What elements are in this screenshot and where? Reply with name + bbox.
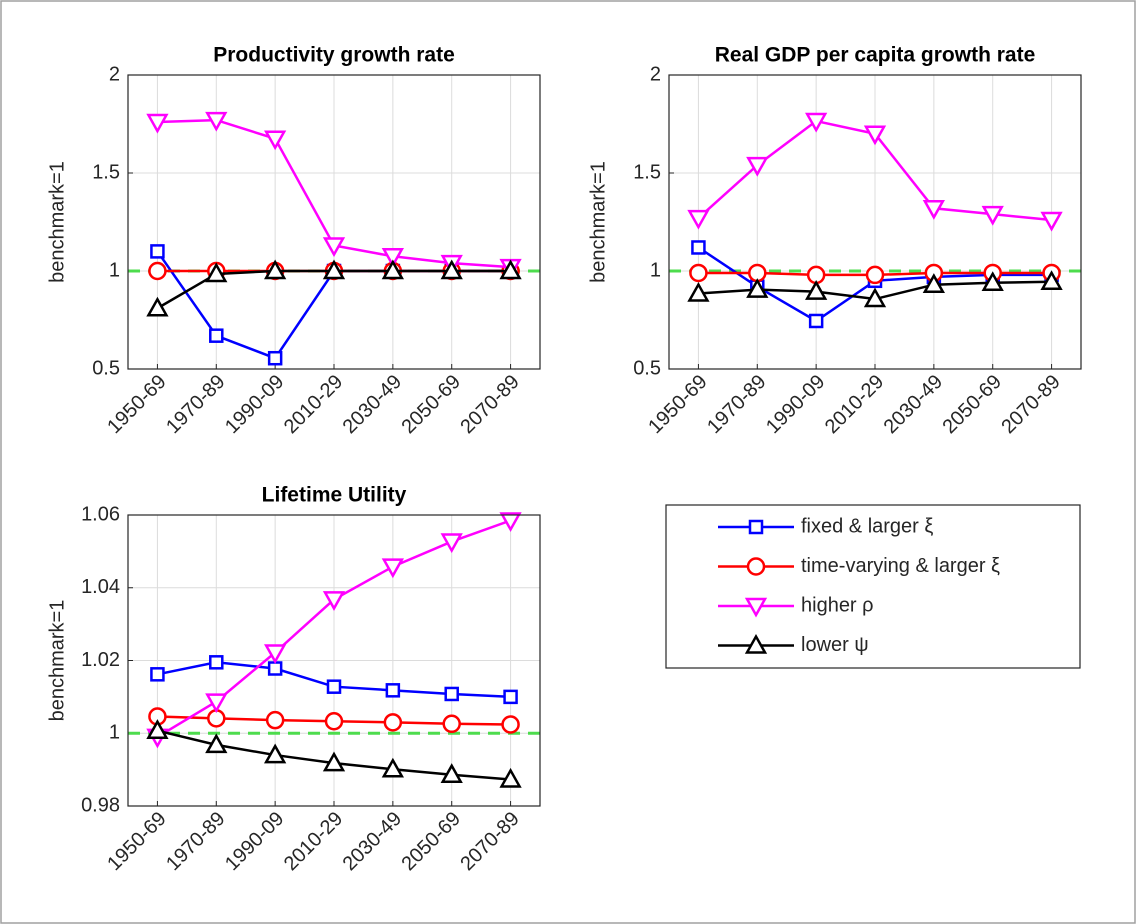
y-tick-label: 1.04 xyxy=(81,576,120,598)
marker xyxy=(209,328,224,343)
marker xyxy=(503,689,518,705)
marker xyxy=(922,273,945,293)
marker xyxy=(148,261,167,281)
y-tick-label: 2 xyxy=(109,63,120,85)
marker xyxy=(863,287,887,308)
marker xyxy=(440,259,463,280)
marker xyxy=(865,265,885,285)
marker xyxy=(691,240,706,255)
marker xyxy=(746,156,769,177)
marker xyxy=(264,644,287,665)
marker xyxy=(209,655,224,670)
legend-label: fixed & larger ξ xyxy=(801,515,933,537)
y-tick-label: 1 xyxy=(109,259,120,281)
marker xyxy=(150,244,165,259)
marker xyxy=(805,112,828,133)
marker xyxy=(863,125,887,146)
marker xyxy=(383,713,403,732)
marker xyxy=(205,733,228,754)
marker xyxy=(205,111,228,132)
marker xyxy=(440,763,463,783)
y-tick-label: 1.5 xyxy=(92,161,120,183)
marker xyxy=(385,683,401,698)
marker xyxy=(205,262,228,283)
marker xyxy=(981,271,1004,292)
y-axis-label: benchmark=1 xyxy=(46,600,68,722)
marker xyxy=(381,248,404,268)
marker xyxy=(805,280,828,300)
marker xyxy=(687,281,710,302)
y-tick-label: 1 xyxy=(109,722,120,744)
marker xyxy=(322,591,346,611)
marker xyxy=(264,259,287,280)
marker xyxy=(150,667,165,682)
marker xyxy=(265,710,285,730)
marker xyxy=(744,597,768,618)
y-tick-label: 1.5 xyxy=(633,161,661,183)
marker xyxy=(322,751,346,772)
axes-box xyxy=(668,74,1082,370)
marker xyxy=(205,693,228,714)
marker xyxy=(501,715,520,734)
chart-title: Lifetime Utility xyxy=(262,484,407,507)
marker xyxy=(267,350,283,366)
marker xyxy=(499,259,522,280)
marker xyxy=(808,313,824,329)
y-tick-label: 0.98 xyxy=(81,794,120,816)
axes-box xyxy=(127,514,541,807)
marker xyxy=(264,130,287,151)
y-tick-label: 0.5 xyxy=(92,357,120,379)
y-tick-label: 1.02 xyxy=(81,649,120,671)
axes-box xyxy=(127,74,541,370)
marker xyxy=(499,512,522,533)
marker xyxy=(748,519,764,535)
y-tick-label: 0.5 xyxy=(633,357,661,379)
marker xyxy=(687,209,710,230)
legend-label: higher ρ xyxy=(801,594,874,616)
marker xyxy=(381,757,404,778)
marker xyxy=(442,714,461,734)
marker xyxy=(922,200,945,220)
marker xyxy=(746,278,769,298)
marker xyxy=(1040,270,1063,291)
marker xyxy=(146,296,169,317)
marker xyxy=(499,767,522,788)
marker xyxy=(381,558,404,579)
chart-title: Real GDP per capita growth rate xyxy=(715,44,1036,67)
marker xyxy=(981,205,1004,226)
marker xyxy=(326,679,342,694)
marker xyxy=(146,113,169,134)
legend-label: lower ψ xyxy=(801,634,869,656)
y-tick-label: 2 xyxy=(650,63,661,85)
marker xyxy=(322,259,346,280)
marker xyxy=(746,557,766,576)
marker xyxy=(444,686,459,702)
y-tick-label: 1.06 xyxy=(81,503,120,525)
legend-label: time-varying & larger ξ xyxy=(801,555,1000,577)
chart-title: Productivity growth rate xyxy=(213,44,455,67)
marker xyxy=(267,661,283,676)
marker xyxy=(1040,211,1063,232)
marker xyxy=(744,633,768,654)
y-axis-label: benchmark=1 xyxy=(46,161,68,283)
marker xyxy=(689,263,708,283)
marker xyxy=(381,259,404,280)
y-axis-label: benchmark=1 xyxy=(587,161,609,283)
marker xyxy=(264,743,287,764)
marker xyxy=(440,533,463,554)
marker xyxy=(322,237,346,258)
y-tick-label: 1 xyxy=(650,259,661,281)
marker xyxy=(324,711,344,731)
legend-box xyxy=(665,504,1081,669)
marker xyxy=(146,719,169,739)
